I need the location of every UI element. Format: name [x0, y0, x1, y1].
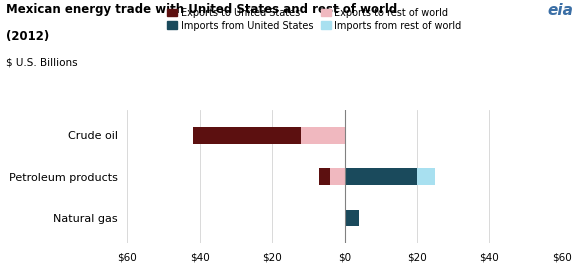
Bar [417, 168, 435, 185]
Text: (2012): (2012) [6, 30, 49, 43]
Bar [192, 127, 301, 144]
Text: eia: eia [547, 3, 573, 18]
Bar [319, 168, 330, 185]
Bar [301, 127, 345, 144]
Text: $ U.S. Billions: $ U.S. Billions [6, 58, 78, 68]
Bar [330, 168, 345, 185]
Bar [345, 210, 359, 226]
Text: Mexican energy trade with United States and rest of world: Mexican energy trade with United States … [6, 3, 397, 16]
Legend: Exports to United States, Imports from United States, Exports to rest of world, : Exports to United States, Imports from U… [167, 8, 461, 31]
Bar [345, 168, 417, 185]
